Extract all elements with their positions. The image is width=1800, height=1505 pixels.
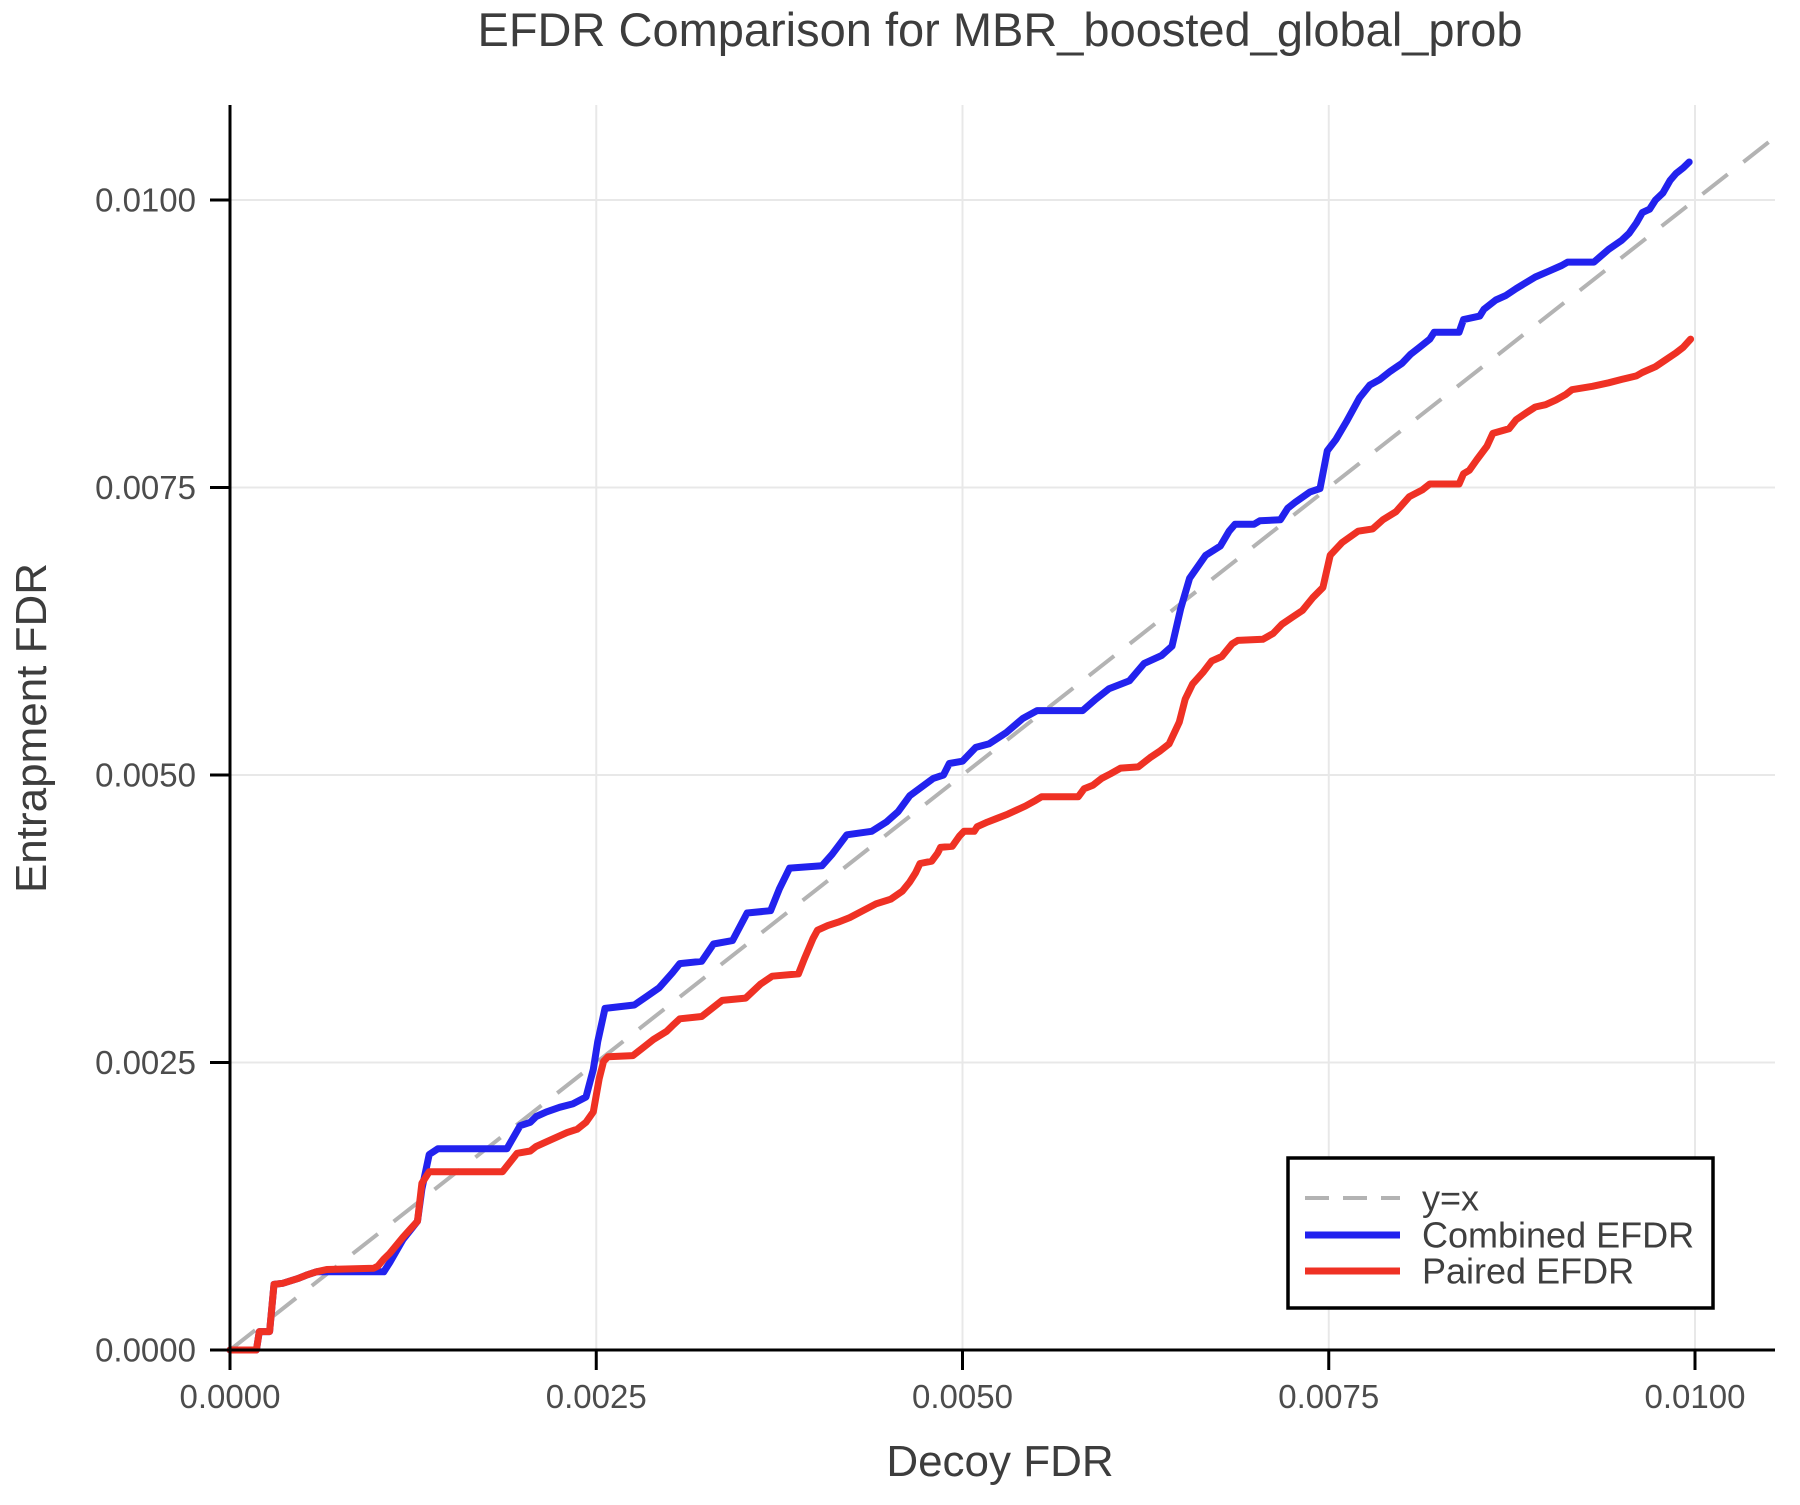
axes — [210, 105, 1775, 1370]
x-tick-label: 0.0025 — [546, 1378, 647, 1415]
legend-label-paired: Paired EFDR — [1422, 1251, 1634, 1292]
legend-label-identity: y=x — [1422, 1178, 1479, 1219]
chart-title: EFDR Comparison for MBR_boosted_global_p… — [478, 3, 1523, 56]
x-tick-label: 0.0075 — [1278, 1378, 1379, 1415]
y-axis-label: Entrapment FDR — [7, 563, 56, 893]
x-axis-label: Decoy FDR — [886, 1437, 1113, 1486]
x-tick-label: 0.0000 — [180, 1378, 281, 1415]
legend: y=x Combined EFDR Paired EFDR — [1286, 1156, 1715, 1310]
legend-label-combined: Combined EFDR — [1422, 1215, 1694, 1256]
series-combined-efdr — [226, 158, 1693, 1354]
y-tick-label: 0.0025 — [95, 1044, 196, 1081]
x-tick-label: 0.0050 — [912, 1378, 1013, 1415]
y-tick-label: 0.0000 — [95, 1332, 196, 1369]
y-tick-label: 0.0100 — [95, 182, 196, 219]
series-paired-efdr — [226, 335, 1695, 1354]
x-tick-label: 0.0100 — [1645, 1378, 1746, 1415]
data-series — [226, 158, 1695, 1354]
y-tick-label: 0.0050 — [95, 757, 196, 794]
tick-labels: 0.0000 0.0025 0.0050 0.0075 0.0100 0.0000 0.00… — [95, 182, 1745, 1415]
y-tick-label: 0.0075 — [95, 469, 196, 506]
